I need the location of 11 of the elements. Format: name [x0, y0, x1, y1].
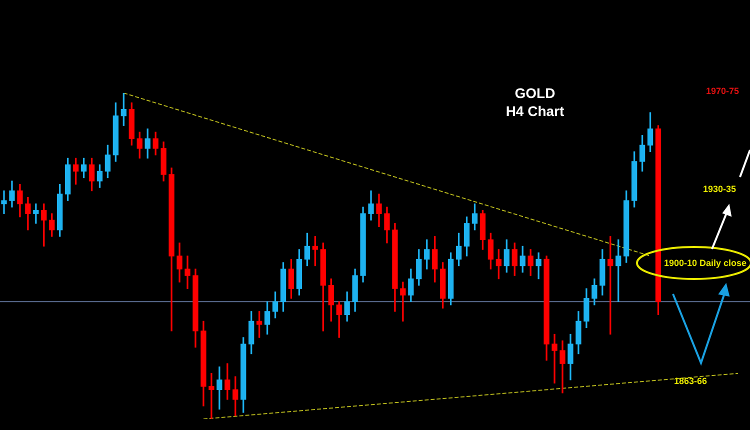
annotation: 1900-10 Daily close	[663, 258, 748, 268]
candlestick	[400, 282, 406, 322]
candlestick	[184, 256, 190, 289]
candlestick	[1, 190, 7, 214]
annotation: 1970-75	[706, 86, 740, 96]
candlestick	[552, 334, 558, 384]
chart-title: GOLD	[514, 84, 556, 102]
candlestick	[208, 373, 214, 419]
text: H4 Chart	[504, 102, 566, 120]
annotation: 1863-66	[674, 376, 708, 386]
annotation: 1930-35	[703, 184, 736, 194]
